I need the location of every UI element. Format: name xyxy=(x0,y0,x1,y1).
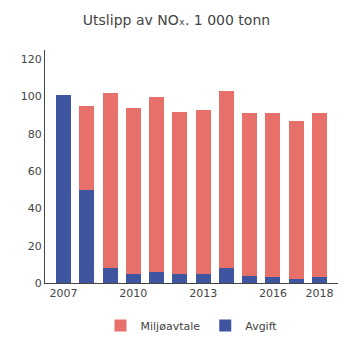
svg-text:Utslipp av NOₓ. 1 000 tonn: Utslipp av NOₓ. 1 000 tonn xyxy=(83,12,270,28)
svg-text:100: 100 xyxy=(21,90,42,103)
svg-text:Miljøavtale: Miljøavtale xyxy=(141,320,201,333)
svg-text:Avgift: Avgift xyxy=(245,320,277,333)
svg-text:2018: 2018 xyxy=(305,287,333,300)
svg-text:2016: 2016 xyxy=(259,287,287,300)
svg-text:80: 80 xyxy=(28,128,42,141)
svg-text:60: 60 xyxy=(28,165,42,178)
svg-text:20: 20 xyxy=(28,240,42,253)
svg-text:0: 0 xyxy=(35,277,42,290)
svg-text:2010: 2010 xyxy=(119,287,147,300)
svg-text:2007: 2007 xyxy=(50,287,78,300)
svg-text:2013: 2013 xyxy=(189,287,217,300)
svg-text:120: 120 xyxy=(21,53,42,66)
svg-text:40: 40 xyxy=(28,202,42,215)
